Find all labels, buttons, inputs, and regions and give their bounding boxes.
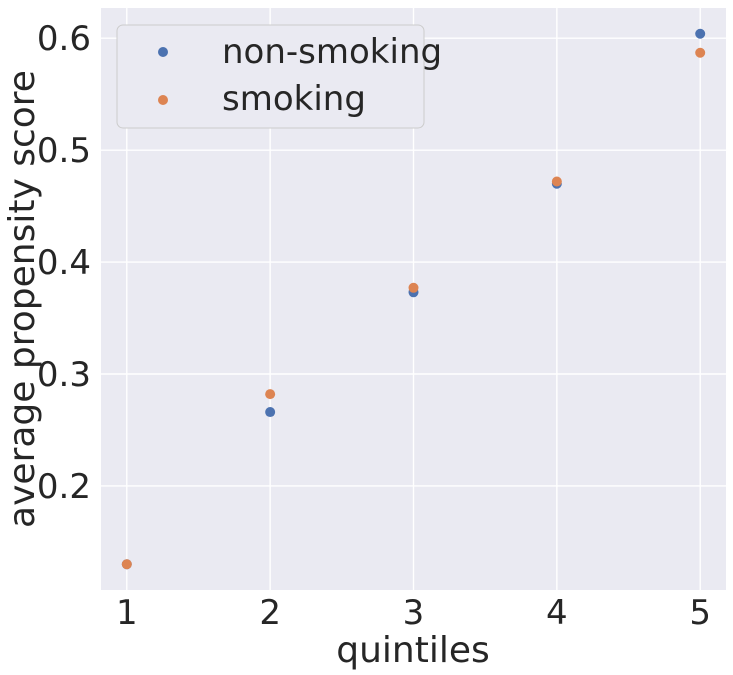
point-smoking bbox=[121, 559, 132, 570]
point-smoking bbox=[695, 47, 706, 58]
legend-label-non-smoking: non-smoking bbox=[222, 32, 442, 72]
data-points bbox=[121, 28, 706, 570]
x-tick-label: 2 bbox=[259, 593, 281, 633]
legend-label-smoking: smoking bbox=[222, 79, 366, 119]
y-axis-label: average propensity score bbox=[2, 70, 43, 528]
x-tick-label: 3 bbox=[403, 593, 425, 633]
x-tick-label: 5 bbox=[689, 593, 711, 633]
y-tick-label: 0.4 bbox=[37, 243, 91, 283]
legend-box bbox=[116, 24, 425, 129]
y-tick-label: 0.5 bbox=[37, 131, 91, 171]
y-tick-label: 0.2 bbox=[37, 467, 91, 507]
x-tick-label: 1 bbox=[116, 593, 138, 633]
point-non-smoking bbox=[265, 407, 276, 418]
point-smoking bbox=[551, 176, 562, 187]
tick-labels: 1 2 3 4 5 0.2 0.3 0.4 0.5 0.6 bbox=[37, 19, 711, 633]
legend-marker-non-smoking bbox=[158, 47, 168, 57]
point-non-smoking bbox=[695, 28, 706, 39]
y-tick-label: 0.3 bbox=[37, 355, 91, 395]
point-smoking bbox=[408, 282, 419, 293]
x-axis-label: quintiles bbox=[336, 630, 490, 671]
legend-marker-smoking bbox=[158, 95, 168, 105]
y-tick-label: 0.6 bbox=[37, 19, 91, 59]
x-tick-label: 4 bbox=[546, 593, 568, 633]
legend: non-smoking smoking bbox=[116, 24, 442, 129]
point-smoking bbox=[265, 389, 276, 400]
